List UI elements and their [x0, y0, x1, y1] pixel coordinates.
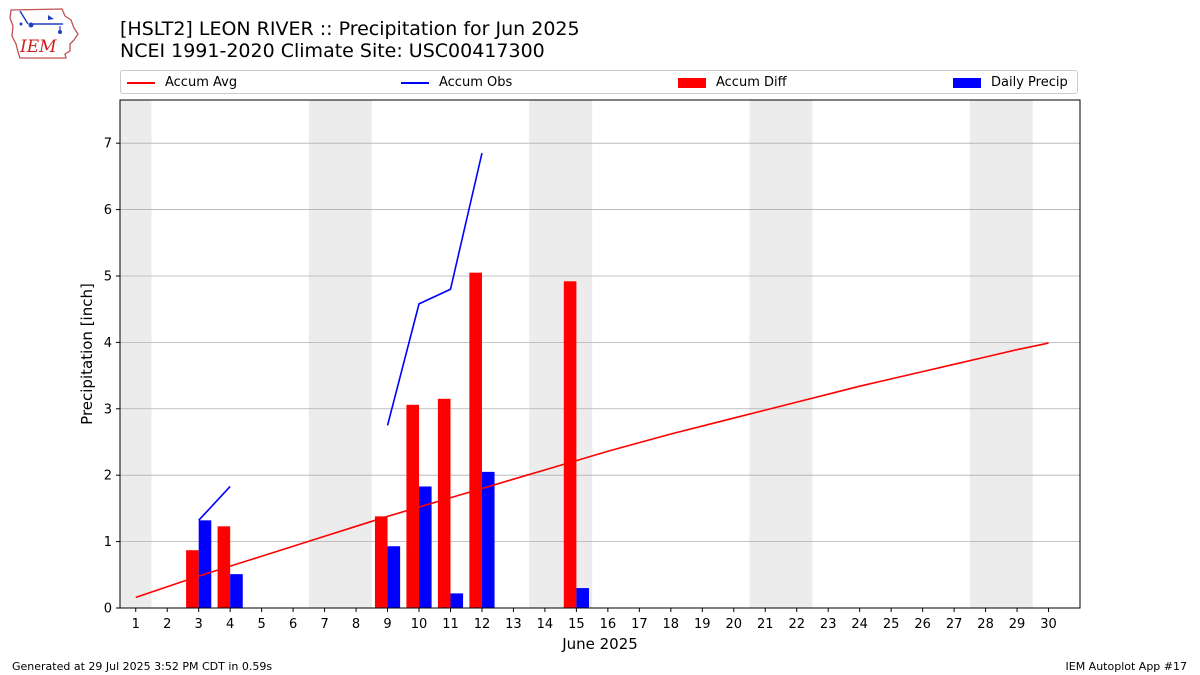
line-accum-avg: [135, 342, 1049, 599]
bar-daily-precip-day-4: [230, 574, 243, 608]
x-tick-label-24: 24: [851, 617, 868, 632]
x-tick-label-4: 4: [226, 617, 234, 632]
legend-swatch-accum-obs: [401, 81, 429, 84]
chart-subtitle: NCEI 1991-2020 Climate Site: USC00417300: [120, 40, 545, 62]
legend-item-accum-diff: Accum Diff: [678, 74, 787, 92]
x-tick-label-7: 7: [320, 617, 328, 632]
y-axis-label: Precipitation [inch]: [78, 283, 96, 425]
weekend-band-2: [529, 100, 593, 608]
x-tick-label-6: 6: [289, 617, 297, 632]
legend: Accum Avg Accum Obs Accum Diff Daily Pre…: [120, 70, 1078, 94]
x-tick-label-28: 28: [977, 617, 994, 632]
bar-accum-diff-day-12: [469, 272, 482, 608]
y-tick-label-6: 6: [104, 203, 112, 218]
plot-frame: [119, 99, 1081, 609]
bar-daily-precip-day-3: [198, 520, 212, 608]
weekend-band-3: [749, 100, 813, 608]
x-tick-label-25: 25: [883, 617, 900, 632]
x-tick-label-19: 19: [694, 617, 711, 632]
bar-daily-precip-day-11: [450, 593, 464, 608]
x-tick-label-30: 30: [1040, 617, 1057, 632]
legend-swatch-accum-diff: [678, 77, 706, 88]
legend-label-accum-diff: Accum Diff: [716, 75, 787, 90]
x-tick-label-22: 22: [788, 617, 805, 632]
legend-swatch-daily-precip: [953, 77, 981, 88]
weekend-band-1: [308, 100, 372, 608]
x-tick-label-12: 12: [474, 617, 491, 632]
bar-daily-precip-day-9: [387, 546, 401, 608]
bar-accum-diff-day-4: [217, 526, 231, 608]
bar-daily-precip-day-10: [419, 486, 432, 608]
line-accum-obs-segment-0: [198, 485, 231, 521]
chart-title: [HSLT2] LEON RIVER :: Precipitation for …: [120, 18, 580, 40]
legend-item-accum-obs: Accum Obs: [401, 74, 512, 92]
x-tick-label-26: 26: [914, 617, 931, 632]
bar-daily-precip-day-12: [481, 471, 495, 608]
legend-item-daily-precip: Daily Precip: [953, 74, 1068, 92]
y-tick-label-2: 2: [104, 469, 112, 484]
x-tick-label-15: 15: [568, 617, 585, 632]
legend-swatch-accum-avg: [127, 81, 155, 84]
y-tick-label-3: 3: [104, 402, 112, 417]
x-tick-label-9: 9: [383, 617, 391, 632]
x-tick-label-5: 5: [257, 617, 265, 632]
x-tick-label-1: 1: [132, 617, 140, 632]
bar-daily-precip-day-15: [576, 588, 589, 608]
footer-app: IEM Autoplot App #17: [1065, 660, 1188, 673]
legend-label-daily-precip: Daily Precip: [991, 75, 1068, 90]
bar-accum-diff-day-9: [374, 516, 388, 608]
x-tick-label-2: 2: [163, 617, 171, 632]
y-tick-label-7: 7: [104, 137, 112, 152]
x-tick-label-3: 3: [195, 617, 203, 632]
x-tick-label-8: 8: [352, 617, 360, 632]
line-accum-obs-segment-1: [386, 152, 483, 426]
legend-item-accum-avg: Accum Avg: [127, 74, 237, 92]
y-tick-label-5: 5: [104, 269, 112, 284]
legend-label-accum-obs: Accum Obs: [439, 75, 513, 90]
y-tick-label-4: 4: [104, 336, 112, 351]
bar-accum-diff-day-11: [437, 398, 451, 608]
bar-accum-diff-day-3: [186, 550, 199, 608]
x-tick-label-27: 27: [946, 617, 963, 632]
logo-text: IEM: [19, 37, 57, 57]
x-tick-label-21: 21: [757, 617, 774, 632]
legend-label-accum-avg: Accum Avg: [165, 75, 238, 90]
x-tick-label-29: 29: [1009, 617, 1026, 632]
x-tick-label-10: 10: [411, 617, 428, 632]
x-tick-label-16: 16: [600, 617, 617, 632]
footer-generated: Generated at 29 Jul 2025 3:52 PM CDT in …: [12, 660, 273, 673]
x-tick-label-23: 23: [820, 617, 837, 632]
x-tick-label-13: 13: [505, 617, 522, 632]
x-tick-label-11: 11: [442, 617, 459, 632]
x-axis-label: June 2025: [561, 635, 638, 653]
y-tick-label-0: 0: [104, 602, 112, 617]
bar-accum-diff-day-10: [406, 404, 420, 608]
bar-accum-diff-day-15: [563, 281, 577, 608]
y-tick-label-1: 1: [104, 535, 112, 550]
x-tick-label-18: 18: [663, 617, 680, 632]
x-tick-label-17: 17: [631, 617, 648, 632]
iem-logo: IEM: [9, 8, 79, 59]
x-tick-label-20: 20: [725, 617, 742, 632]
x-tick-label-14: 14: [537, 617, 554, 632]
weekend-band-0: [120, 100, 152, 608]
